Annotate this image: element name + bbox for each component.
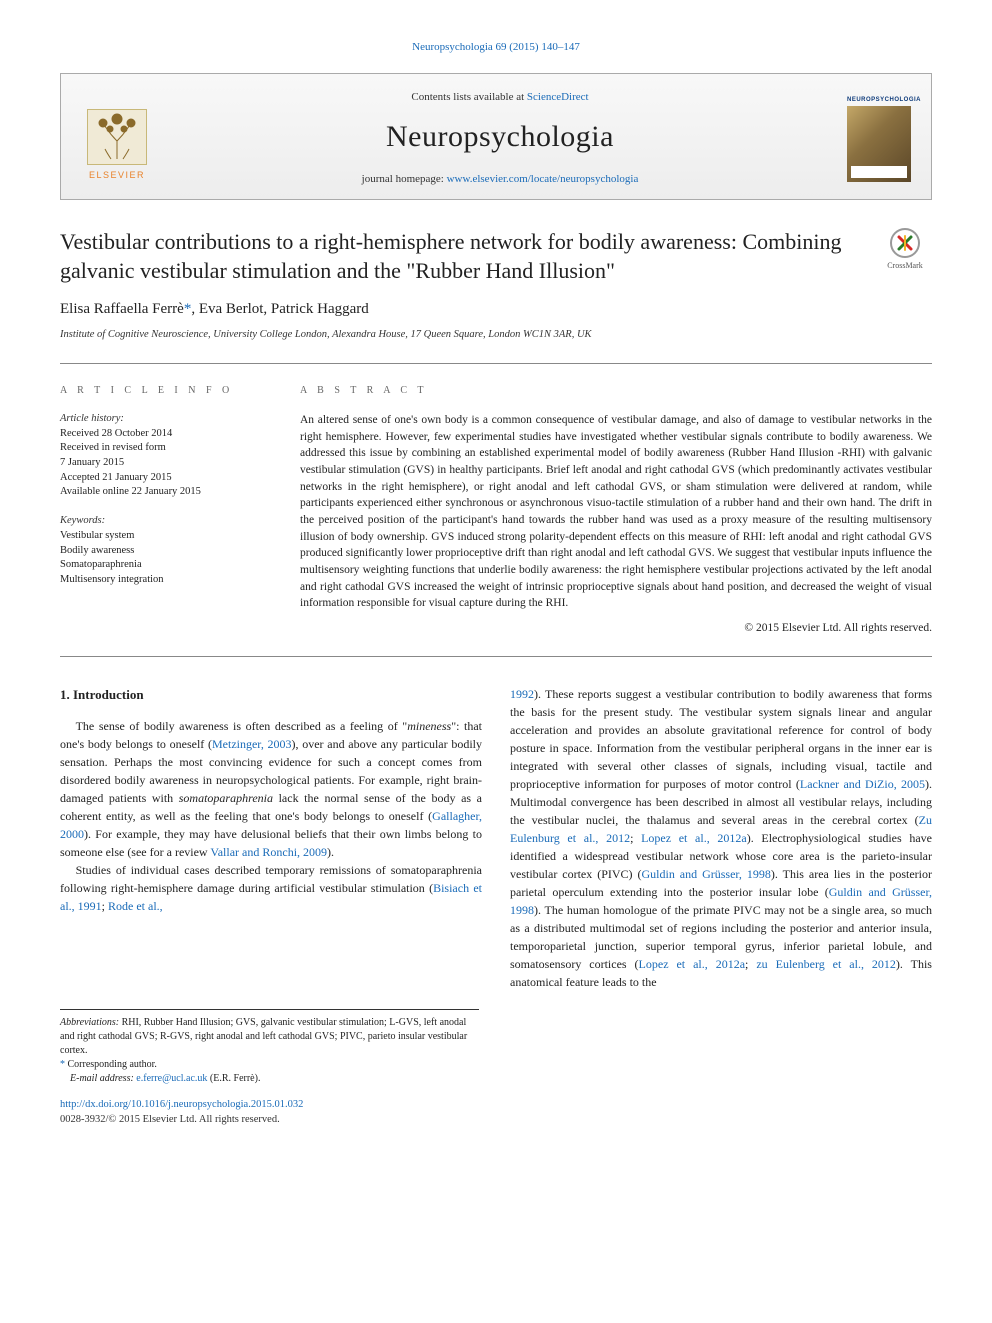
corr-label: Corresponding author.	[68, 1059, 157, 1070]
abstract-block: A B S T R A C T An altered sense of one'…	[300, 384, 932, 636]
authors: Elisa Raffaella Ferrè*, Eva Berlot, Patr…	[60, 299, 932, 320]
keyword: Bodily awareness	[60, 544, 260, 559]
history-line: Received in revised form	[60, 441, 260, 456]
running-head: Neuropsychologia 69 (2015) 140–147	[60, 40, 932, 55]
citation-link[interactable]: 1992	[510, 687, 534, 701]
doi-line: http://dx.doi.org/10.1016/j.neuropsychol…	[60, 1098, 932, 1113]
column-left: 1. Introduction The sense of bodily awar…	[60, 685, 482, 991]
citation-link[interactable]: Lackner and DiZio, 2005	[800, 777, 925, 791]
email-name: (E.R. Ferrè).	[207, 1073, 260, 1084]
cover-title: NEUROPSYCHOLOGIA	[847, 96, 911, 104]
text-italic: somatoparaphrenia	[179, 791, 273, 805]
citation-link[interactable]: Lopez et al., 2012a	[639, 957, 746, 971]
article-title: Vestibular contributions to a right-hemi…	[60, 228, 878, 285]
journal-cover: NEUROPSYCHOLOGIA	[847, 96, 911, 182]
crossmark-label: CrossMark	[887, 260, 923, 271]
history-title: Article history:	[60, 412, 260, 427]
body-paragraph: 1992). These reports suggest a vestibula…	[510, 685, 932, 991]
journal-header: ELSEVIER Contents lists available at Sci…	[60, 73, 932, 200]
sciencedirect-link[interactable]: ScienceDirect	[527, 91, 589, 103]
abstract-text: An altered sense of one's own body is a …	[300, 412, 932, 612]
body-paragraph: The sense of bodily awareness is often d…	[60, 717, 482, 861]
article-history: Article history: Received 28 October 201…	[60, 412, 260, 500]
doi-link[interactable]: http://dx.doi.org/10.1016/j.neuropsychol…	[60, 1099, 303, 1110]
authors-rest: , Eva Berlot, Patrick Haggard	[191, 301, 368, 317]
article-info-heading: A R T I C L E I N F O	[60, 384, 260, 398]
text-run: Studies of individual cases described te…	[60, 863, 482, 895]
history-line: Accepted 21 January 2015	[60, 471, 260, 486]
history-line: Received 28 October 2014	[60, 427, 260, 442]
crossmark-icon	[890, 228, 920, 258]
text-run: ;	[630, 831, 641, 845]
abstract-copyright: © 2015 Elsevier Ltd. All rights reserved…	[300, 620, 932, 636]
author-primary: Elisa Raffaella Ferrè	[60, 301, 184, 317]
journal-homepage: journal homepage: www.elsevier.com/locat…	[153, 172, 847, 187]
body-columns: 1. Introduction The sense of bodily awar…	[60, 685, 932, 991]
keyword: Somatoparaphrenia	[60, 558, 260, 573]
article-info: A R T I C L E I N F O Article history: R…	[60, 384, 260, 636]
abbreviations: Abbreviations: RHI, Rubber Hand Illusion…	[60, 1016, 479, 1058]
text-run: ).	[327, 845, 334, 859]
email-link[interactable]: e.ferre@ucl.ac.uk	[136, 1073, 207, 1084]
issn-line: 0028-3932/© 2015 Elsevier Ltd. All right…	[60, 1113, 932, 1128]
text-run: ;	[745, 957, 756, 971]
corr-symbol: *	[60, 1059, 65, 1070]
text-run: The sense of bodily awareness is often d…	[76, 719, 408, 733]
homepage-prefix: journal homepage:	[362, 173, 447, 185]
contents-line: Contents lists available at ScienceDirec…	[153, 90, 847, 105]
journal-name: Neuropsychologia	[153, 116, 847, 158]
keyword: Vestibular system	[60, 529, 260, 544]
abstract-heading: A B S T R A C T	[300, 384, 932, 398]
citation-link[interactable]: Vallar and Ronchi, 2009	[210, 845, 327, 859]
email-line: E-mail address: e.ferre@ucl.ac.uk (E.R. …	[60, 1072, 479, 1086]
text-run: ). These reports suggest a vestibular co…	[510, 687, 932, 791]
homepage-link[interactable]: www.elsevier.com/locate/neuropsychologia	[447, 173, 639, 185]
cover-image	[847, 106, 911, 182]
history-line: Available online 22 January 2015	[60, 485, 260, 500]
keyword: Multisensory integration	[60, 573, 260, 588]
citation-link[interactable]: Lopez et al., 2012a	[641, 831, 747, 845]
keywords-title: Keywords:	[60, 514, 260, 529]
crossmark-badge[interactable]: CrossMark	[878, 228, 932, 271]
citation-link[interactable]: Metzinger, 2003	[212, 737, 292, 751]
body-paragraph: Studies of individual cases described te…	[60, 861, 482, 915]
publisher-logo: ELSEVIER	[81, 96, 153, 182]
section-heading: 1. Introduction	[60, 685, 482, 705]
abbrev-label: Abbreviations:	[60, 1017, 119, 1028]
abbrev-text: RHI, Rubber Hand Illusion; GVS, galvanic…	[60, 1017, 467, 1056]
affiliation: Institute of Cognitive Neuroscience, Uni…	[60, 328, 932, 343]
email-label: E-mail address:	[70, 1073, 136, 1084]
citation-link[interactable]: zu Eulenberg et al., 2012	[756, 957, 896, 971]
citation-link[interactable]: Rode et al.,	[108, 899, 163, 913]
article-info-row: A R T I C L E I N F O Article history: R…	[60, 363, 932, 657]
history-line: 7 January 2015	[60, 456, 260, 471]
elsevier-tree-icon	[87, 109, 147, 165]
text-italic: mineness	[407, 719, 451, 733]
keywords: Keywords: Vestibular system Bodily aware…	[60, 514, 260, 587]
column-right: 1992). These reports suggest a vestibula…	[510, 685, 932, 991]
footnotes: Abbreviations: RHI, Rubber Hand Illusion…	[60, 1009, 479, 1086]
contents-prefix: Contents lists available at	[411, 91, 526, 103]
corresponding-author: * Corresponding author.	[60, 1058, 479, 1072]
citation-link[interactable]: Guldin and Grüsser, 1998	[642, 867, 771, 881]
publisher-name: ELSEVIER	[89, 169, 145, 182]
